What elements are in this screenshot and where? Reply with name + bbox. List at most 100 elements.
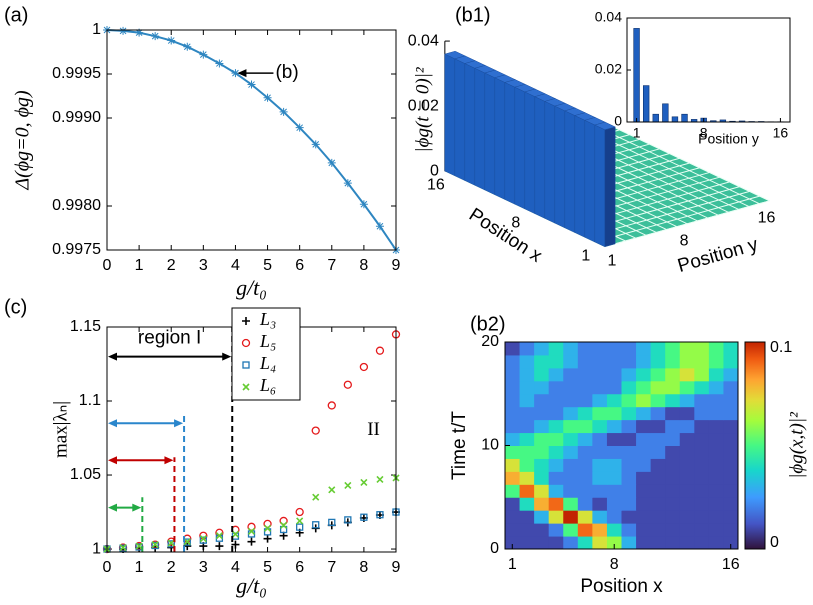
marker bbox=[312, 493, 320, 501]
panel-label: (c) bbox=[4, 296, 27, 318]
bar bbox=[652, 113, 659, 123]
bar-face bbox=[524, 91, 536, 215]
bar-face bbox=[554, 105, 566, 229]
marker bbox=[328, 486, 336, 494]
heat-cell bbox=[548, 484, 564, 498]
x-tick-label: 7 bbox=[327, 257, 336, 274]
heat-cell bbox=[505, 406, 521, 421]
panel-label: (b2) bbox=[470, 313, 506, 335]
colorbar-tick-label: 0.1 bbox=[770, 339, 792, 356]
heat-cell bbox=[621, 380, 637, 395]
annotation: II bbox=[367, 419, 380, 440]
heat-cell bbox=[534, 406, 550, 421]
x-axis-label: g/t₀ bbox=[236, 573, 267, 598]
heat-cell bbox=[548, 342, 564, 356]
heat-cell bbox=[519, 484, 535, 498]
x-tick-label: 2 bbox=[167, 257, 176, 274]
heat-cell bbox=[708, 393, 724, 408]
heat-cell bbox=[679, 354, 695, 369]
x-tick-label: 1 bbox=[135, 559, 144, 576]
marker bbox=[151, 541, 159, 550]
heat-cell bbox=[665, 406, 681, 421]
heat-cell bbox=[708, 354, 724, 369]
heat-cell bbox=[679, 523, 695, 537]
heat-cell bbox=[592, 523, 608, 537]
heat-cell bbox=[636, 471, 652, 485]
x-tick-label: 5 bbox=[263, 559, 272, 576]
x-tick-label: 8 bbox=[610, 556, 619, 573]
heat-cell bbox=[650, 393, 666, 408]
heat-cell bbox=[577, 406, 593, 421]
heat-cell bbox=[665, 445, 681, 459]
heat-cell bbox=[621, 393, 637, 408]
region-label: region I bbox=[138, 328, 201, 349]
marker bbox=[360, 478, 368, 486]
heat-cell bbox=[708, 342, 724, 356]
heat-cell bbox=[577, 419, 593, 434]
heat-cell bbox=[708, 471, 724, 485]
arrow-head bbox=[108, 503, 117, 512]
heat-cell bbox=[650, 471, 666, 485]
heat-cell bbox=[665, 484, 681, 498]
inset-frame bbox=[626, 17, 791, 123]
marker bbox=[119, 543, 127, 552]
star-marker bbox=[311, 140, 320, 149]
marker bbox=[344, 481, 352, 489]
heat-cell bbox=[577, 458, 593, 472]
heat-cell bbox=[519, 432, 535, 446]
heat-cell bbox=[636, 380, 652, 395]
heat-cell bbox=[534, 342, 550, 356]
x-tick-label: 0 bbox=[103, 559, 112, 576]
heat-cell bbox=[519, 393, 535, 408]
star-marker bbox=[247, 80, 256, 89]
bar bbox=[642, 85, 650, 123]
bar-face bbox=[454, 58, 466, 181]
bar bbox=[662, 103, 669, 123]
heat-cell bbox=[534, 510, 550, 524]
heat-cell bbox=[577, 484, 593, 498]
x-tick-label: 5 bbox=[263, 257, 272, 274]
heat-cell bbox=[519, 367, 535, 382]
heat-cell bbox=[650, 510, 666, 524]
marker bbox=[183, 538, 191, 546]
heat-cell bbox=[563, 510, 579, 524]
heat-cell bbox=[592, 497, 608, 511]
x-axis-label: Position x bbox=[580, 576, 663, 597]
y-tick-label: 0.9990 bbox=[52, 109, 101, 126]
x-axis-label: Position x bbox=[465, 204, 546, 267]
heat-cell bbox=[723, 445, 739, 459]
heat-cell bbox=[519, 497, 535, 511]
star-marker bbox=[327, 158, 336, 167]
bar-face bbox=[574, 115, 586, 238]
heat-cell bbox=[548, 497, 564, 511]
heat-cell bbox=[505, 471, 521, 485]
heat-cell bbox=[694, 471, 710, 485]
heat-cell bbox=[621, 458, 637, 472]
heat-cell bbox=[694, 342, 710, 356]
marker bbox=[296, 517, 304, 525]
y-axis-label: Time t/T bbox=[449, 411, 470, 480]
bar-3d bbox=[594, 121, 616, 248]
heat-cell bbox=[519, 445, 535, 459]
legend-marker bbox=[241, 338, 251, 348]
heat-cell bbox=[636, 419, 652, 434]
heat-cell bbox=[650, 342, 666, 356]
heat-cell bbox=[694, 510, 710, 524]
heat-cell bbox=[548, 393, 564, 408]
heat-cell bbox=[723, 484, 739, 498]
heat-cell bbox=[650, 497, 666, 511]
heat-cell bbox=[708, 510, 724, 524]
heat-cell bbox=[665, 367, 681, 382]
marker bbox=[215, 542, 224, 551]
marker bbox=[135, 542, 143, 550]
floor-grid bbox=[609, 124, 770, 202]
y-tick-label: 0.9995 bbox=[52, 65, 101, 82]
x-tick-label: 0 bbox=[103, 257, 112, 274]
arrow-head bbox=[237, 69, 247, 78]
heat-cell bbox=[679, 367, 695, 382]
heat-cell bbox=[534, 497, 550, 511]
legend-label: L₄ bbox=[259, 353, 276, 373]
heat-cell bbox=[606, 523, 622, 537]
x-tick-label: 6 bbox=[295, 559, 304, 576]
star-marker bbox=[215, 59, 224, 68]
